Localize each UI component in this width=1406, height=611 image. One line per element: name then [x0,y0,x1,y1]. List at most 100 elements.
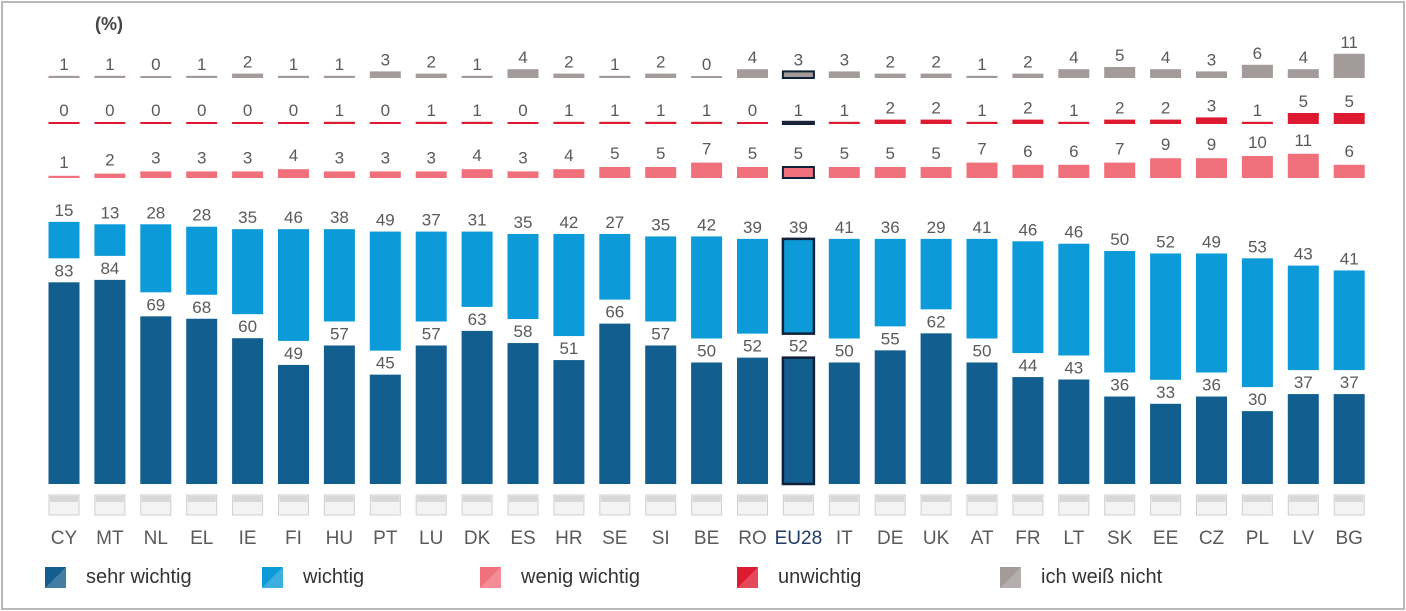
bar-group-eu28: 52 39 5 1 3 EU28 [775,50,823,549]
label-unwichtig: 0 [59,101,68,120]
bar-sehr-wichtig [415,345,447,484]
label-ich-weiss-nicht: 0 [151,55,160,74]
label-wenig-wichtig: 9 [1207,135,1216,154]
label-wichtig: 41 [835,218,854,237]
bar-unwichtig [966,121,998,124]
label-unwichtig: 2 [1161,99,1170,118]
category-label: FI [285,528,302,549]
label-wenig-wichtig: 6 [1069,142,1078,161]
bar-group-bg: 37 41 6 5 11 BG [1333,33,1365,549]
label-unwichtig: 1 [656,101,665,120]
bar-wenig-wichtig [1104,162,1136,178]
label-wichtig: 37 [422,211,441,230]
label-wenig-wichtig: 5 [931,144,940,163]
bar-wichtig [369,231,401,351]
bar-wichtig [415,231,447,322]
label-unwichtig: 1 [1069,101,1078,120]
label-ich-weiss-nicht: 11 [1340,33,1358,52]
label-sehr-wichtig: 50 [697,342,716,361]
bar-ich-weiss-nicht [278,75,309,78]
bar-wichtig [186,226,218,295]
label-ich-weiss-nicht: 4 [1069,48,1078,67]
bar-group-es: 58 35 3 0 4 ES [507,48,539,549]
label-wichtig: 46 [284,208,303,227]
label-wenig-wichtig: 5 [656,144,665,163]
label-unwichtig: 0 [105,101,114,120]
label-ich-weiss-nicht: 1 [289,55,298,74]
bar-unwichtig [599,121,631,124]
flag-at-icon [966,494,998,516]
flag-fr-icon [1012,494,1044,516]
label-ich-weiss-nicht: 2 [564,53,573,72]
bar-sehr-wichtig [781,356,816,486]
bar-unwichtig [461,121,493,124]
label-wichtig: 53 [1248,237,1267,256]
bar-sehr-wichtig [737,357,768,484]
bar-wenig-wichtig [1333,164,1365,178]
category-label: SI [652,528,670,549]
bar-ich-weiss-nicht [1150,69,1182,78]
label-wenig-wichtig: 4 [472,146,481,165]
bar-wenig-wichtig [1058,164,1090,178]
legend-swatch [45,566,66,588]
legend-item-2: wenig wichtig [480,562,640,592]
label-unwichtig: 0 [518,101,527,120]
flag-se-icon [599,494,631,516]
label-ich-weiss-nicht: 0 [702,55,711,74]
bar-ich-weiss-nicht [415,73,447,78]
label-sehr-wichtig: 58 [514,322,533,341]
bar-wenig-wichtig [278,169,309,178]
unit-label: (%) [95,14,123,34]
legend-label: wenig wichtig [521,565,640,588]
bar-ich-weiss-nicht [1012,73,1044,78]
bar-ich-weiss-nicht [140,76,172,78]
label-ich-weiss-nicht: 4 [518,48,527,67]
bar-wichtig [874,238,906,327]
label-wenig-wichtig: 3 [518,148,527,167]
flag-it-icon [828,494,860,516]
label-wichtig: 49 [376,211,395,230]
bar-wichtig [1333,270,1365,371]
bar-wenig-wichtig [874,167,906,178]
flag-hr-icon [553,494,585,516]
legend-item-3: unwichtig [737,562,861,592]
category-label: MT [96,528,124,549]
bar-unwichtig [415,121,447,124]
flag-si-icon [645,494,677,516]
flag-cz-icon [1196,494,1227,516]
label-sehr-wichtig: 60 [238,317,257,336]
flag-sk-icon [1104,494,1136,516]
flag-be-icon [691,494,723,516]
category-label: CY [51,528,78,549]
label-sehr-wichtig: 62 [927,312,946,331]
label-sehr-wichtig: 52 [743,337,762,356]
category-label: LV [1292,528,1314,549]
bar-group-be: 50 42 7 1 0 BE [691,55,723,549]
bar-wichtig [1012,241,1044,354]
bar-unwichtig [186,122,218,124]
label-sehr-wichtig: 57 [422,324,441,343]
bar-group-mt: 84 13 2 0 1 MT [94,55,126,549]
bar-wenig-wichtig [645,167,677,178]
bar-sehr-wichtig [920,333,952,484]
bar-group-fi: 49 46 4 0 1 FI [278,55,309,549]
bar-unwichtig [1287,113,1319,124]
bar-ich-weiss-nicht [94,75,126,78]
category-label: PL [1246,528,1269,549]
bar-unwichtig [920,119,952,124]
label-sehr-wichtig: 45 [376,354,395,373]
label-wichtig: 39 [743,218,762,237]
label-wichtig: 28 [146,203,165,222]
label-unwichtig: 5 [1299,92,1308,111]
category-label: HR [555,528,582,549]
bar-wenig-wichtig [507,171,539,178]
legend-label: sehr wichtig [86,565,192,588]
bar-sehr-wichtig [828,362,860,484]
bar-unwichtig [1150,119,1182,124]
bar-wichtig [1058,243,1090,356]
category-label: HU [326,528,353,549]
bar-wichtig [599,234,631,300]
bar-wenig-wichtig [1012,164,1044,178]
bar-group-ee: 33 52 9 2 4 EE [1150,48,1182,549]
label-unwichtig: 0 [381,101,390,120]
